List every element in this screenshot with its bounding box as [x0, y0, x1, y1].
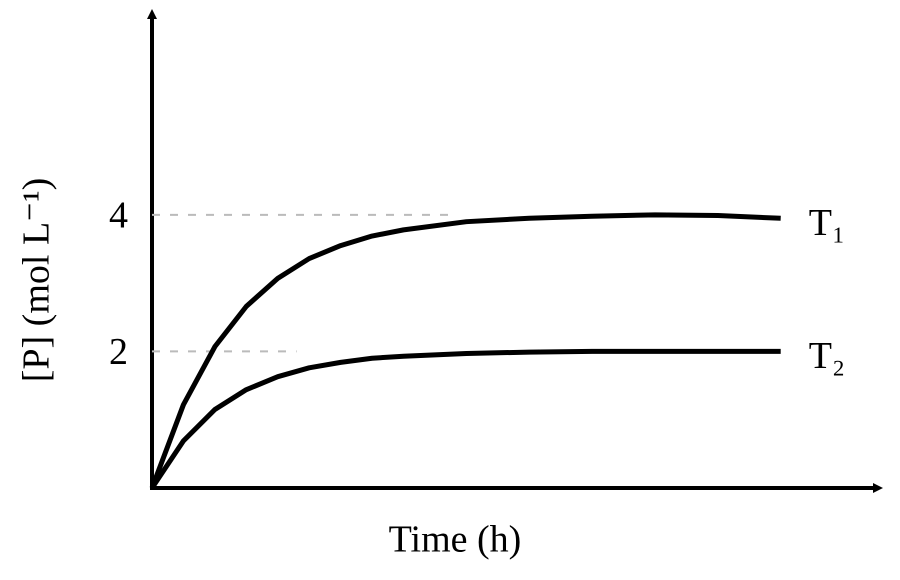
- y-axis-label: [P] (mol L⁻¹): [16, 178, 58, 383]
- y-tick-label: 4: [109, 195, 128, 237]
- line: [149, 348, 781, 490]
- x-axis-label: Time (h): [389, 519, 522, 561]
- series-label: T₁: [809, 202, 845, 244]
- line: [149, 212, 781, 489]
- series-label: T₂: [809, 335, 845, 377]
- y-tick-label: 2: [109, 331, 128, 373]
